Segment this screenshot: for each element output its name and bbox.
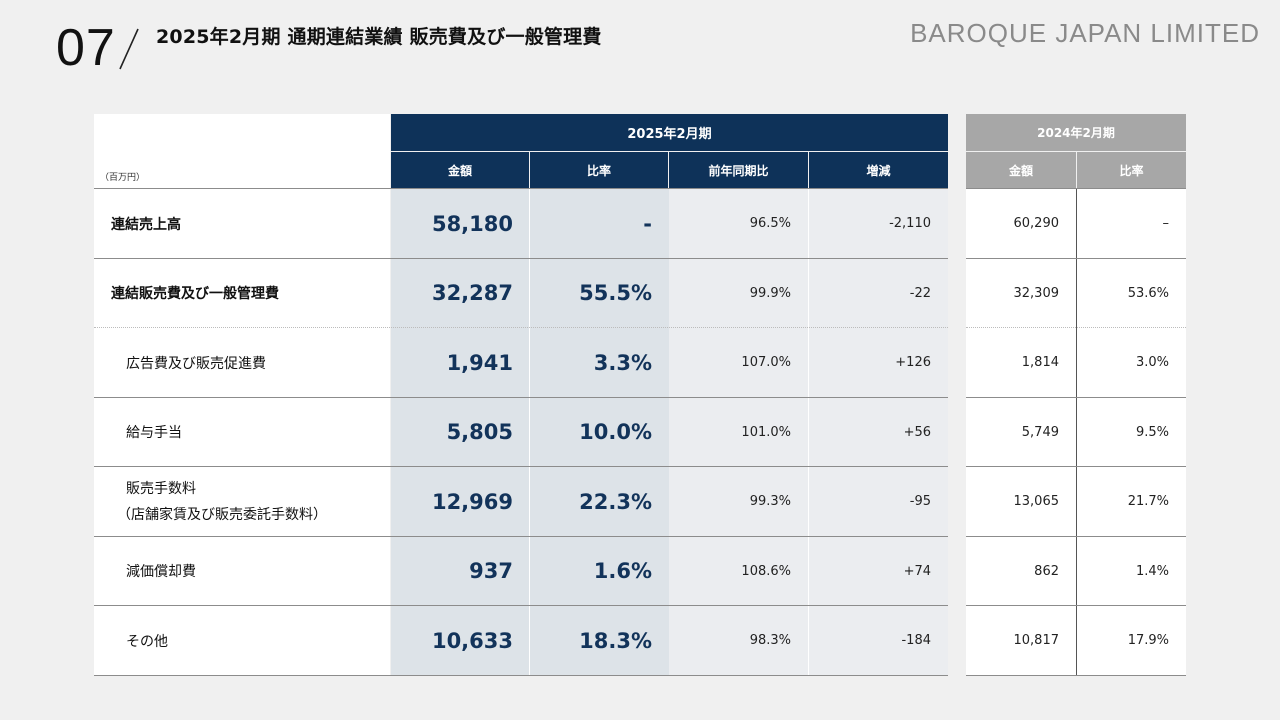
col-header-prev-ratio: 比率 bbox=[1077, 152, 1186, 188]
change-cell: -2,110 bbox=[889, 216, 931, 231]
yoy-cell: 99.9% bbox=[749, 285, 791, 301]
row-label-line2: （店舗家賃及び販売委託手数料） bbox=[117, 506, 327, 523]
prev-amount-cell: 10,817 bbox=[1013, 633, 1060, 648]
yoy-cell: 101.0% bbox=[741, 424, 791, 440]
row-label-other: その他 bbox=[126, 633, 168, 650]
yoy-cell: 99.3% bbox=[749, 494, 791, 509]
col-header-amount: 金額 bbox=[391, 152, 529, 188]
row-divider bbox=[94, 258, 948, 259]
prev-amount-cell: 1,814 bbox=[1021, 355, 1059, 370]
row-divider bbox=[94, 327, 948, 328]
unit-label: （百万円） bbox=[100, 173, 146, 183]
prev-ratio-cell: – bbox=[1162, 216, 1170, 231]
row-divider bbox=[966, 188, 1186, 189]
change-cell: -184 bbox=[901, 633, 931, 648]
col-header-change: 増減 bbox=[809, 152, 948, 188]
page-number: 07 bbox=[56, 19, 116, 77]
prev-ratio-cell: 9.5% bbox=[1135, 424, 1169, 440]
row-divider bbox=[966, 605, 1186, 606]
period-header-previous: 2024年2月期 bbox=[966, 114, 1186, 151]
ratio-cell: 55.5% bbox=[579, 281, 652, 305]
column-divider bbox=[1076, 189, 1077, 676]
change-cell: +126 bbox=[895, 355, 931, 370]
prev-amount-cell: 32,309 bbox=[1013, 285, 1060, 301]
row-label-sales-commission: 販売手数料 （店舗家賃及び販売委託手数料） bbox=[94, 467, 390, 536]
yoy-cell: 107.0% bbox=[741, 355, 791, 370]
yoy-cell: 96.5% bbox=[749, 216, 791, 231]
change-cell: +74 bbox=[903, 563, 931, 579]
column-divider bbox=[808, 189, 809, 676]
ratio-cell: - bbox=[643, 211, 652, 236]
prev-ratio-cell: 21.7% bbox=[1127, 494, 1169, 509]
amount-cell: 12,969 bbox=[431, 489, 513, 514]
row-divider bbox=[966, 397, 1186, 398]
row-label-column bbox=[94, 114, 390, 676]
row-divider bbox=[94, 466, 948, 467]
amount-cell: 58,180 bbox=[431, 211, 513, 236]
col-header-ratio: 比率 bbox=[530, 152, 668, 188]
prev-ratio-cell: 17.9% bbox=[1127, 633, 1169, 648]
prev-ratio-cell: 3.0% bbox=[1135, 355, 1169, 370]
amount-cell: 10,633 bbox=[431, 628, 513, 653]
ratio-cell: 22.3% bbox=[579, 489, 652, 514]
row-divider bbox=[966, 536, 1186, 537]
prev-amount-cell: 60,290 bbox=[1013, 216, 1060, 231]
yoy-cell: 108.6% bbox=[741, 563, 791, 579]
row-label-sga-total: 連結販売費及び一般管理費 bbox=[111, 286, 279, 302]
row-label-salaries: 給与手当 bbox=[126, 425, 182, 441]
brand-logo: BAROQUE JAPAN LIMITED bbox=[910, 18, 1260, 48]
prev-ratio-cell: 53.6% bbox=[1127, 285, 1169, 301]
col-header-prev-amount: 金額 bbox=[966, 152, 1076, 188]
ratio-cell: 18.3% bbox=[579, 628, 652, 653]
row-divider bbox=[966, 466, 1186, 467]
row-divider bbox=[966, 675, 1186, 676]
yoy-cell: 98.3% bbox=[749, 633, 791, 648]
ratio-cell: 1.6% bbox=[593, 559, 652, 583]
change-cell: +56 bbox=[903, 424, 931, 440]
row-divider bbox=[94, 605, 948, 606]
amount-cell: 5,805 bbox=[446, 420, 513, 444]
col-header-yoy: 前年同期比 bbox=[669, 152, 808, 188]
prev-amount-cell: 5,749 bbox=[1021, 424, 1059, 440]
prev-amount-cell: 13,065 bbox=[1013, 494, 1060, 509]
prev-ratio-cell: 1.4% bbox=[1135, 563, 1169, 579]
change-cell: -22 bbox=[909, 285, 931, 301]
amount-cell: 937 bbox=[469, 559, 513, 583]
amount-column-bg bbox=[391, 189, 530, 676]
row-divider bbox=[966, 327, 1186, 328]
row-divider bbox=[94, 397, 948, 398]
change-cell: -95 bbox=[909, 494, 931, 509]
row-divider bbox=[94, 188, 948, 189]
column-divider bbox=[529, 189, 530, 676]
ratio-column-bg bbox=[530, 189, 669, 676]
page-title: 2025年2月期 通期連結業績 販売費及び一般管理費 bbox=[156, 26, 602, 48]
prev-amount-cell: 862 bbox=[1034, 563, 1059, 579]
amount-cell: 1,941 bbox=[446, 350, 513, 375]
ratio-cell: 10.0% bbox=[579, 420, 652, 444]
row-divider bbox=[94, 536, 948, 537]
row-divider bbox=[966, 258, 1186, 259]
ratio-cell: 3.3% bbox=[593, 350, 652, 375]
period-header-current: 2025年2月期 bbox=[391, 114, 948, 151]
row-label-depreciation: 減価償却費 bbox=[126, 564, 196, 580]
row-divider bbox=[94, 675, 948, 676]
row-label-line1: 販売手数料 bbox=[126, 480, 196, 497]
row-label-net-sales: 連結売上高 bbox=[111, 216, 181, 233]
slash-divider bbox=[118, 28, 140, 70]
row-label-advertising: 広告費及び販売促進費 bbox=[126, 355, 266, 372]
amount-cell: 32,287 bbox=[431, 281, 513, 305]
